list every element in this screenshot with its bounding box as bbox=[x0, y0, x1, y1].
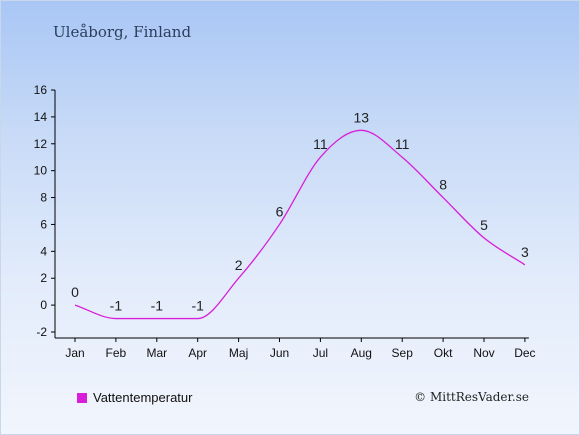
data-label: 6 bbox=[276, 203, 284, 219]
x-tick-label: Apr bbox=[188, 346, 207, 360]
data-label: 0 bbox=[71, 284, 79, 300]
data-label: -1 bbox=[191, 298, 204, 314]
x-tick-label: Sep bbox=[392, 346, 414, 360]
x-tick-label: Jan bbox=[65, 346, 84, 360]
y-tick-label: 8 bbox=[40, 191, 47, 205]
data-label: 3 bbox=[521, 244, 529, 260]
data-label: 8 bbox=[439, 177, 447, 193]
data-label: 11 bbox=[313, 136, 328, 152]
series-line-vattentemperatur bbox=[74, 129, 526, 320]
y-tick-label: 4 bbox=[40, 244, 47, 258]
legend-label: Vattentemperatur bbox=[93, 390, 193, 405]
data-label: 2 bbox=[235, 257, 243, 273]
data-label: -1 bbox=[151, 298, 164, 314]
chart-title: Uleåborg, Finland bbox=[53, 23, 192, 41]
x-tick-label: Jun bbox=[270, 346, 289, 360]
data-label: -1 bbox=[110, 298, 123, 314]
y-tick-label: 14 bbox=[34, 110, 48, 124]
legend: Vattentemperatur bbox=[77, 390, 192, 405]
y-tick-label: 10 bbox=[34, 164, 48, 178]
x-tick-label: Dec bbox=[514, 346, 535, 360]
y-tick-label: 16 bbox=[34, 83, 48, 97]
data-label: 13 bbox=[354, 109, 370, 125]
y-tick-label: 12 bbox=[34, 137, 48, 151]
legend-swatch bbox=[77, 392, 87, 403]
x-tick-label: Jul bbox=[313, 346, 328, 360]
x-tick-label: Feb bbox=[106, 346, 127, 360]
y-tick-label: -2 bbox=[36, 325, 47, 339]
x-tick-label: Okt bbox=[434, 346, 453, 360]
x-tick-label: Maj bbox=[229, 346, 248, 360]
y-tick-label: 6 bbox=[40, 217, 47, 231]
x-tick-label: Aug bbox=[351, 346, 372, 360]
y-tick-label: 0 bbox=[40, 298, 47, 312]
credit-text: © MittResVader.se bbox=[414, 390, 529, 404]
y-tick-label: 2 bbox=[40, 271, 47, 285]
data-label: 11 bbox=[395, 136, 410, 152]
data-label: 5 bbox=[480, 217, 488, 233]
x-tick-label: Nov bbox=[473, 346, 494, 360]
x-tick-label: Mar bbox=[146, 346, 167, 360]
